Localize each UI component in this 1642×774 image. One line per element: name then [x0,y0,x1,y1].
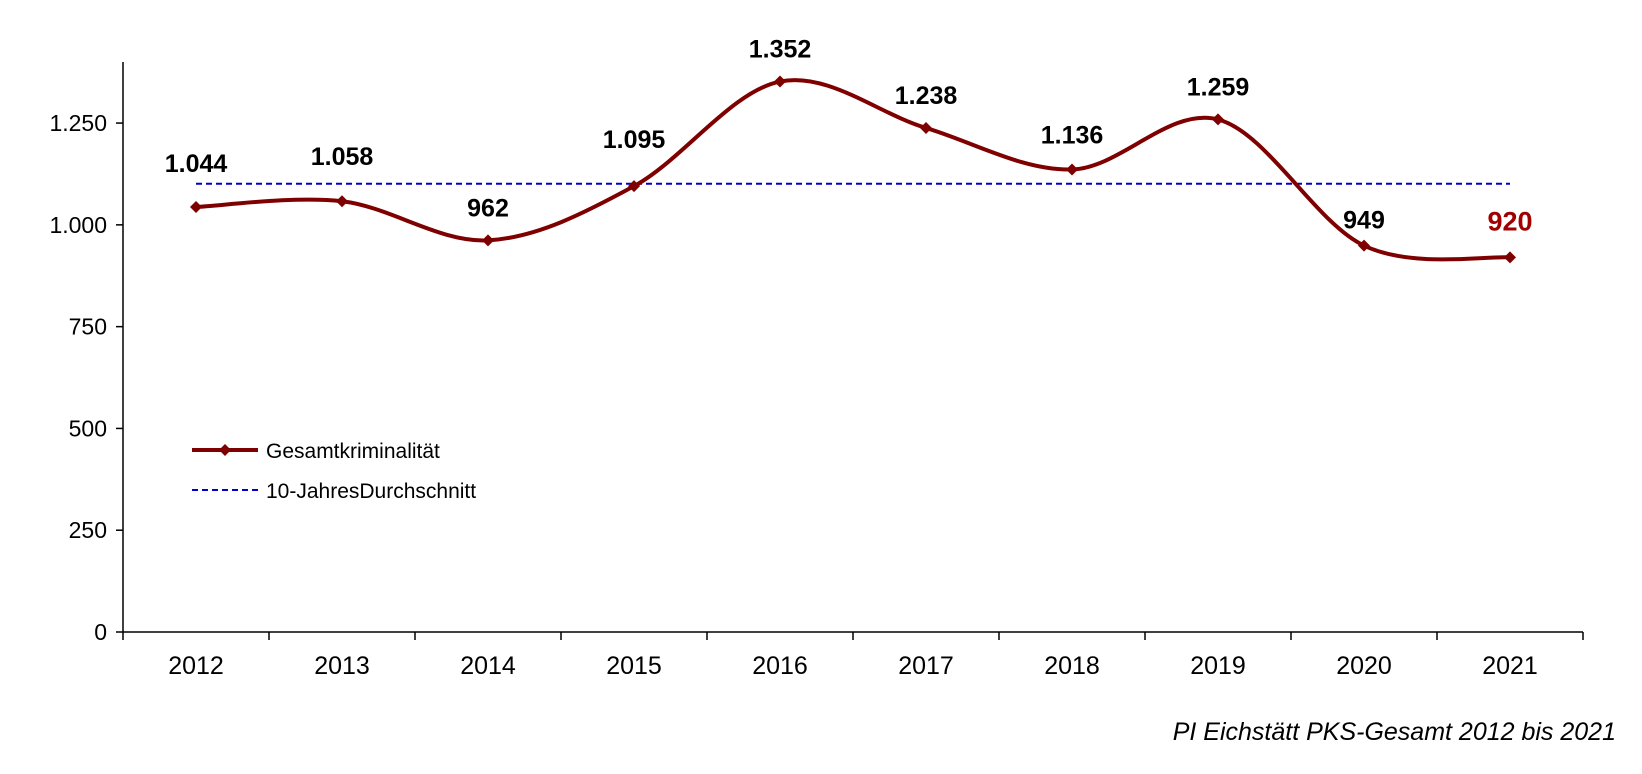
data-point-marker [1212,113,1224,126]
y-tick-label: 0 [94,619,107,645]
data-label: 1.259 [1187,73,1250,101]
data-point-marker [1358,239,1370,252]
data-point-marker [774,75,786,88]
data-label: 1.136 [1041,121,1104,149]
legend-label-gesamt: Gesamtkriminalität [266,440,440,463]
data-label: 1.238 [895,82,958,110]
x-tick-label: 2021 [1482,652,1538,680]
data-point-marker [482,234,494,247]
x-axis-ticks: 2012 2013 2014 2015 2016 2017 2018 2019 2020 2021 [122,632,1584,680]
data-label: 962 [467,194,509,222]
series-line [195,78,1511,262]
x-tick-label: 2014 [460,652,516,680]
data-point-marker [920,121,932,134]
gesamtkriminalitaet-line [195,78,1511,262]
y-tick-label: 250 [69,517,107,543]
y-axis-ticks: 0 250 500 750 1.000 1.250 [49,110,123,645]
data-label: 1.058 [311,143,374,171]
x-tick-label: 2015 [606,652,662,680]
data-label: 1.095 [603,126,666,154]
data-point-marker [1504,251,1516,264]
legend-marker-gesamt [219,444,231,456]
data-label: 1.352 [749,36,812,64]
data-point-marker [190,200,202,213]
y-tick-label: 1.000 [49,212,107,238]
y-tick-label: 750 [69,314,107,340]
y-tick-label: 1.250 [49,110,107,136]
data-labels: 1.044 1.058 962 1.095 1.352 1.238 1.136 1.259 94… [165,36,1533,237]
chart-caption: PI Eichstätt PKS-Gesamt 2012 bis 2021 [1172,718,1616,746]
data-point-marker [336,195,348,208]
x-tick-label: 2012 [168,652,224,680]
x-tick-label: 2013 [314,652,370,680]
data-point-marker [1066,163,1078,176]
x-tick-label: 2020 [1336,652,1392,680]
x-tick-label: 2019 [1190,652,1246,680]
legend: Gesamtkriminalität 10-JahresDurchschnitt [192,440,476,503]
legend-label-average: 10-JahresDurchschnitt [266,480,476,503]
y-tick-label: 500 [69,415,107,441]
data-label: 949 [1343,207,1385,235]
x-tick-label: 2018 [1044,652,1100,680]
data-points [190,75,1516,264]
data-point-marker [628,180,640,193]
data-label: 1.044 [165,150,228,178]
x-tick-label: 2017 [898,652,954,680]
data-label: 920 [1487,206,1532,236]
x-tick-label: 2016 [752,652,808,680]
